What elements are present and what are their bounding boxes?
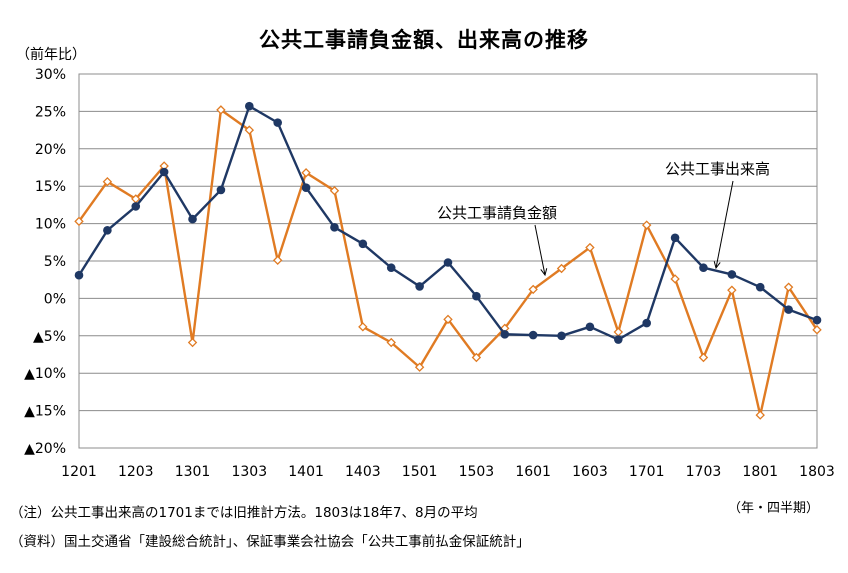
x-tick-label: 1801 — [742, 464, 778, 480]
data-point-contract — [272, 255, 283, 265]
data-point-contract — [386, 337, 396, 348]
annotation-contract-arrowhead — [540, 268, 548, 277]
data-point-output — [245, 101, 254, 111]
data-point-output — [415, 282, 424, 291]
data-point-output — [784, 305, 793, 314]
annotation-output-arrowhead — [713, 261, 721, 270]
data-point-output — [74, 270, 84, 280]
x-tick-label: 1301 — [175, 464, 211, 480]
data-point-output — [472, 291, 481, 301]
data-point-contract — [783, 282, 794, 292]
annotation-label-output: 公共工事出来高 — [665, 160, 770, 178]
y-tick-label: ▲5% — [33, 329, 66, 345]
footnote-note: （注）公共工事出来高の1701までは旧推計方法。1803は18年7、8月の平均 — [10, 505, 478, 521]
y-tick-label: ▲15% — [24, 404, 66, 420]
data-point-contract — [613, 327, 624, 337]
data-point-contract — [727, 285, 737, 295]
data-point-output — [642, 318, 651, 328]
data-point-output — [386, 263, 396, 273]
y-axis-unit-label: （前年比） — [16, 47, 86, 63]
data-point-output — [500, 330, 510, 339]
data-point-contract — [216, 105, 226, 115]
data-point-output — [812, 315, 822, 325]
y-tick-label: ▲20% — [24, 441, 66, 457]
data-point-output — [159, 167, 169, 177]
y-tick-label: ▲10% — [24, 366, 66, 382]
annotation-output-leader — [715, 180, 734, 269]
x-axis-unit-label: （年・四半期） — [728, 501, 820, 516]
x-tick-label: 1201 — [61, 464, 97, 480]
series-lines — [74, 101, 822, 420]
x-tick-label: 1701 — [629, 464, 665, 480]
data-point-contract — [443, 314, 453, 325]
data-point-output — [301, 183, 311, 192]
annotations: 公共工事請負金額 公共工事出来高 — [437, 160, 770, 277]
y-tick-label: 0% — [44, 291, 66, 307]
x-tick-label: 1601 — [515, 464, 551, 480]
x-tick-label: 1401 — [288, 464, 324, 480]
data-point-contract — [670, 274, 680, 284]
data-point-contract — [698, 352, 709, 363]
data-point-contract — [641, 220, 652, 230]
y-tick-label: 20% — [35, 142, 66, 158]
x-tick-label: 1303 — [231, 464, 267, 480]
data-point-output — [131, 202, 141, 211]
data-point-output — [699, 263, 708, 273]
y-tick-label: 15% — [35, 179, 66, 195]
data-point-output — [443, 258, 453, 267]
data-point-contract — [329, 185, 340, 196]
data-point-output — [670, 233, 680, 243]
x-tick-labels: 1201 1203 1301 1303 1401 1403 1501 1503 1601 1603… — [61, 464, 835, 480]
annotation-label-contract: 公共工事請負金額 — [437, 204, 557, 222]
x-tick-label: 1603 — [572, 464, 608, 480]
data-point-output — [273, 118, 282, 127]
data-point-contract — [414, 362, 425, 372]
x-tick-label: 1501 — [402, 464, 438, 480]
x-tick-label: 1703 — [686, 464, 722, 480]
x-tick-label: 1503 — [459, 464, 495, 480]
data-point-output — [358, 239, 368, 249]
y-tick-label: 30% — [35, 67, 66, 83]
data-point-contract — [556, 263, 567, 274]
data-point-output — [103, 226, 112, 235]
data-point-contract — [585, 242, 595, 253]
data-point-output — [528, 330, 538, 340]
x-tick-label: 1803 — [799, 464, 835, 480]
x-tick-label: 1203 — [118, 464, 154, 480]
data-point-output — [755, 282, 765, 292]
x-tick-label: 1403 — [345, 464, 381, 480]
data-point-contract — [301, 168, 311, 178]
data-point-output — [585, 322, 595, 332]
y-tick-label: 5% — [44, 254, 66, 270]
data-point-output — [188, 214, 197, 224]
data-point-contract — [187, 337, 198, 348]
data-point-output — [330, 223, 339, 232]
footnote-source: （資料）国土交通省「建設総合統計」、保証事業会社協会「公共工事前払金保証統計」 — [10, 534, 530, 550]
data-point-contract — [244, 125, 255, 135]
data-point-contract — [812, 325, 822, 335]
series-line-output — [77, 104, 818, 341]
data-point-contract — [74, 216, 84, 227]
data-point-output — [614, 335, 623, 344]
data-point-output — [216, 185, 226, 195]
chart-title: 公共工事請負金額、出来高の推移 — [259, 28, 589, 52]
data-point-contract — [471, 352, 482, 363]
data-point-contract — [358, 322, 368, 332]
data-point-contract — [755, 410, 765, 420]
data-point-contract — [102, 176, 113, 187]
annotation-contract-leader — [534, 224, 546, 276]
y-tick-label: 10% — [35, 217, 66, 233]
data-point-contract — [528, 284, 538, 295]
data-point-output — [557, 331, 566, 341]
data-point-output — [727, 270, 737, 279]
y-tick-label: 25% — [35, 104, 66, 120]
y-tick-labels: 30% 25% 20% 15% 10% 5% 0% ▲5% ▲10% ▲15% ▲20% — [24, 67, 66, 457]
